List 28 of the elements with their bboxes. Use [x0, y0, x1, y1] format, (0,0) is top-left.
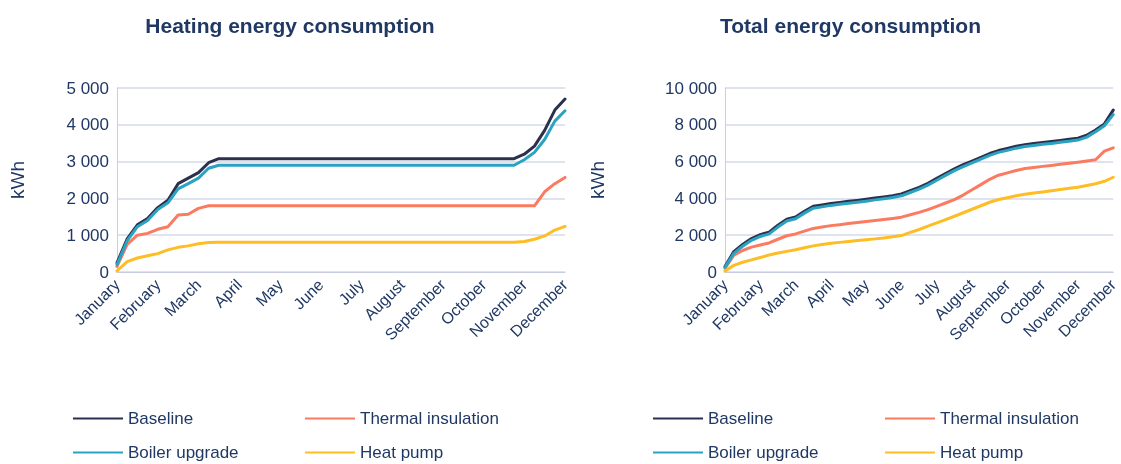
y-axis-title: kWh — [587, 161, 608, 199]
y-tick-label: 2 000 — [674, 225, 717, 245]
y-tick-label: 4 000 — [66, 115, 109, 135]
legend-label: Thermal insulation — [360, 409, 499, 428]
y-tick-label: 2 000 — [66, 188, 109, 208]
x-tick-label: July — [335, 275, 368, 309]
x-tick-label: May — [838, 275, 873, 310]
chart-title: Total energy consumption — [720, 14, 981, 37]
legend-label: Thermal insulation — [940, 409, 1079, 428]
y-tick-label: 3 000 — [66, 152, 109, 172]
chart-title: Heating energy consumption — [145, 14, 435, 37]
legend-label: Baseline — [128, 409, 194, 428]
y-tick-label: 4 000 — [674, 188, 717, 208]
y-tick-label: 8 000 — [674, 115, 717, 135]
y-tick-label: 6 000 — [674, 152, 717, 172]
legend-label: Boiler upgrade — [128, 443, 239, 462]
y-axis-title: kWh — [7, 161, 28, 199]
y-tick-label: 0 — [707, 262, 717, 282]
y-tick-label: 0 — [99, 262, 109, 282]
line-series — [115, 175, 567, 268]
legend-label: Heat pump — [940, 443, 1024, 462]
legend-label: Heat pump — [360, 443, 444, 462]
y-tick-label: 1 000 — [66, 225, 109, 245]
legend-label: Baseline — [708, 409, 774, 428]
y-tick-label: 5 000 — [66, 78, 109, 98]
x-tick-label: May — [252, 275, 286, 310]
legend-label: Boiler upgrade — [708, 443, 819, 462]
y-tick-label: 10 000 — [665, 78, 717, 98]
